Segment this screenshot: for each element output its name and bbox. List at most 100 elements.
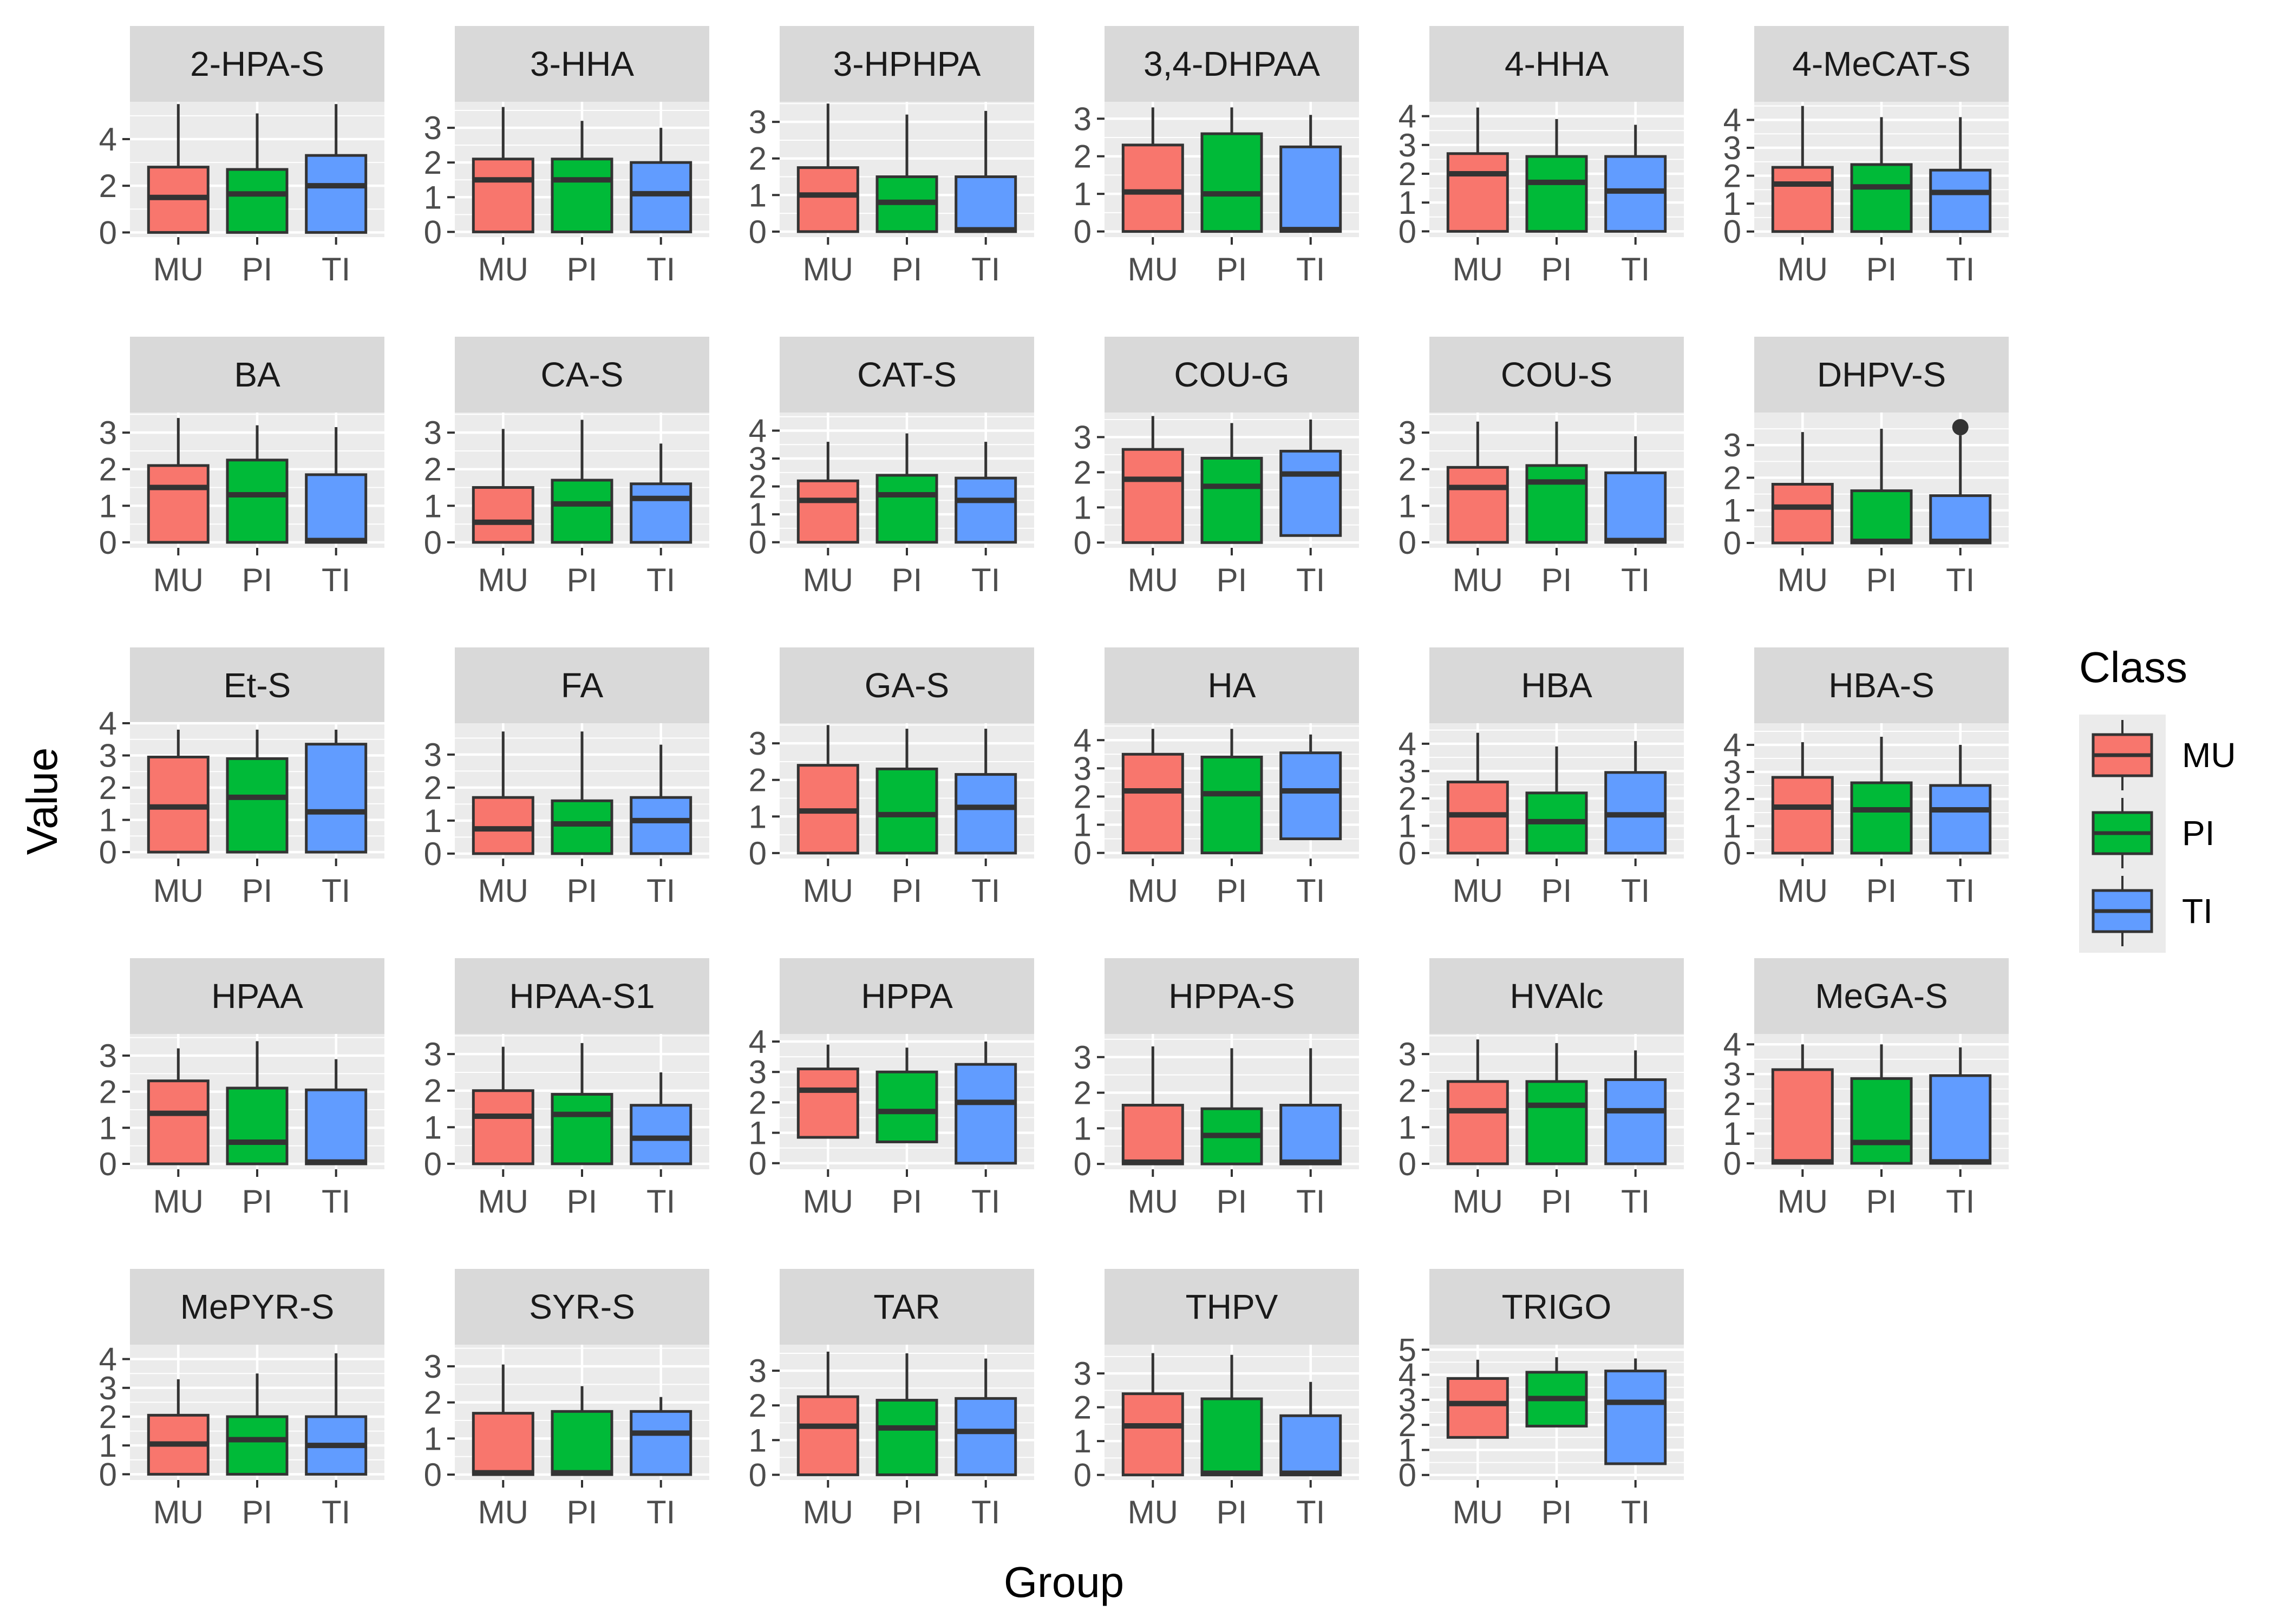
- x-tick-label: PI: [892, 1494, 923, 1530]
- facet-strip-label: GA-S: [865, 666, 949, 705]
- box-iqr: [630, 482, 692, 544]
- box-iqr: [147, 464, 210, 544]
- x-tick-label: MU: [478, 562, 528, 598]
- x-tick-label: PI: [892, 562, 923, 598]
- boxplot-PI: [1200, 1048, 1263, 1165]
- facet-strip-label: HVAlc: [1510, 977, 1603, 1016]
- y-tick-label: 0: [424, 1457, 442, 1493]
- y-tick-label: 3: [749, 1353, 767, 1389]
- boxplot-PI: [1525, 1043, 1588, 1165]
- boxplot-TI: [955, 442, 1017, 544]
- facet-strip: [130, 26, 384, 102]
- x-tick-label: MU: [1453, 251, 1503, 287]
- x-tick-label: TI: [646, 1183, 675, 1220]
- box-iqr: [1279, 449, 1342, 537]
- box-iqr: [472, 1089, 534, 1165]
- boxplot-PI: [1200, 107, 1263, 233]
- y-tick-label: 2: [424, 1073, 442, 1109]
- facet-strip-label: BA: [234, 355, 280, 394]
- y-tick-label: 3: [99, 415, 117, 451]
- y-tick-label: 2: [749, 141, 767, 177]
- y-tick-label: 4: [1399, 99, 1416, 135]
- facet-strip: [780, 337, 1034, 412]
- y-tick-label: 0: [1074, 835, 1092, 872]
- boxplot-PI: [226, 113, 289, 234]
- boxplot-PI: [875, 114, 938, 233]
- facet-strip-label: 3,4-DHPAA: [1143, 44, 1320, 83]
- y-tick-label: 0: [1074, 1146, 1092, 1182]
- boxplot-TI: [955, 1358, 1017, 1476]
- boxplot-MU: [147, 104, 210, 234]
- y-axis-title: Value: [18, 748, 66, 855]
- y-tick-label: 1: [1399, 808, 1416, 844]
- y-tick-label: 3: [1399, 127, 1416, 163]
- boxplot-MU: [472, 1046, 534, 1165]
- facet-strip: [455, 647, 709, 723]
- y-tick-label: 3: [424, 110, 442, 146]
- y-tick-label: 2: [99, 451, 117, 488]
- facet-panel: 2-HPA-S 0 2 4 MU PI TI: [99, 26, 384, 287]
- boxplot-MU: [147, 1379, 210, 1476]
- box-iqr: [1200, 756, 1263, 855]
- boxplot-MU: [796, 1044, 859, 1139]
- box-iqr: [1121, 143, 1184, 233]
- y-tick-label: 2: [1723, 158, 1741, 194]
- x-tick-label: MU: [478, 873, 528, 909]
- box-iqr: [1446, 1377, 1509, 1439]
- y-tick-label: 0: [99, 834, 117, 870]
- facet-strip: [455, 337, 709, 412]
- x-tick-label: PI: [1866, 873, 1897, 909]
- boxplot-PI: [226, 1041, 289, 1165]
- y-tick-label: 3: [1723, 427, 1741, 463]
- box-iqr: [1771, 483, 1834, 545]
- y-tick-label: 1: [749, 1422, 767, 1458]
- x-tick-label: TI: [971, 251, 1000, 287]
- facet-strip: [1429, 26, 1684, 102]
- y-tick-label: 2: [99, 168, 117, 204]
- box-iqr: [472, 1412, 534, 1476]
- box-iqr: [1446, 152, 1509, 233]
- box-iqr: [796, 479, 859, 544]
- box-iqr: [305, 473, 368, 544]
- x-tick-label: TI: [1621, 1183, 1650, 1220]
- y-tick-label: 3: [1074, 1355, 1092, 1392]
- box-iqr: [1929, 1074, 1992, 1165]
- y-tick-label: 0: [1074, 1457, 1092, 1494]
- y-tick-label: 0: [1723, 1145, 1741, 1182]
- boxplot-TI: [1279, 1381, 1342, 1477]
- y-tick-label: 2: [1723, 781, 1741, 817]
- facet-strip-label: SYR-S: [529, 1287, 635, 1326]
- x-tick-label: PI: [1217, 873, 1247, 909]
- y-tick-label: 3: [749, 441, 767, 477]
- x-tick-label: MU: [1778, 873, 1828, 909]
- boxplot-TI: [1929, 419, 1992, 545]
- box-iqr: [551, 158, 613, 233]
- y-tick-label: 2: [424, 1385, 442, 1421]
- box-iqr: [226, 757, 289, 854]
- box-iqr: [955, 1397, 1017, 1476]
- boxplot-TI: [630, 744, 692, 855]
- y-tick-label: 1: [424, 488, 442, 524]
- box-iqr: [1604, 1370, 1667, 1465]
- y-tick-label: 2: [1399, 1407, 1416, 1443]
- y-tick-label: 2: [99, 770, 117, 806]
- x-tick-label: TI: [971, 562, 1000, 598]
- boxplot-TI: [1604, 1050, 1667, 1165]
- box-iqr: [1279, 145, 1342, 233]
- boxplot-TI: [630, 1072, 692, 1165]
- y-tick-label: 0: [1074, 525, 1092, 561]
- box-iqr: [1850, 781, 1913, 855]
- y-tick-label: 2: [749, 762, 767, 798]
- box-iqr: [1929, 168, 1992, 233]
- facet-strip: [780, 26, 1034, 102]
- facet-strip-label: 4-HHA: [1505, 44, 1609, 83]
